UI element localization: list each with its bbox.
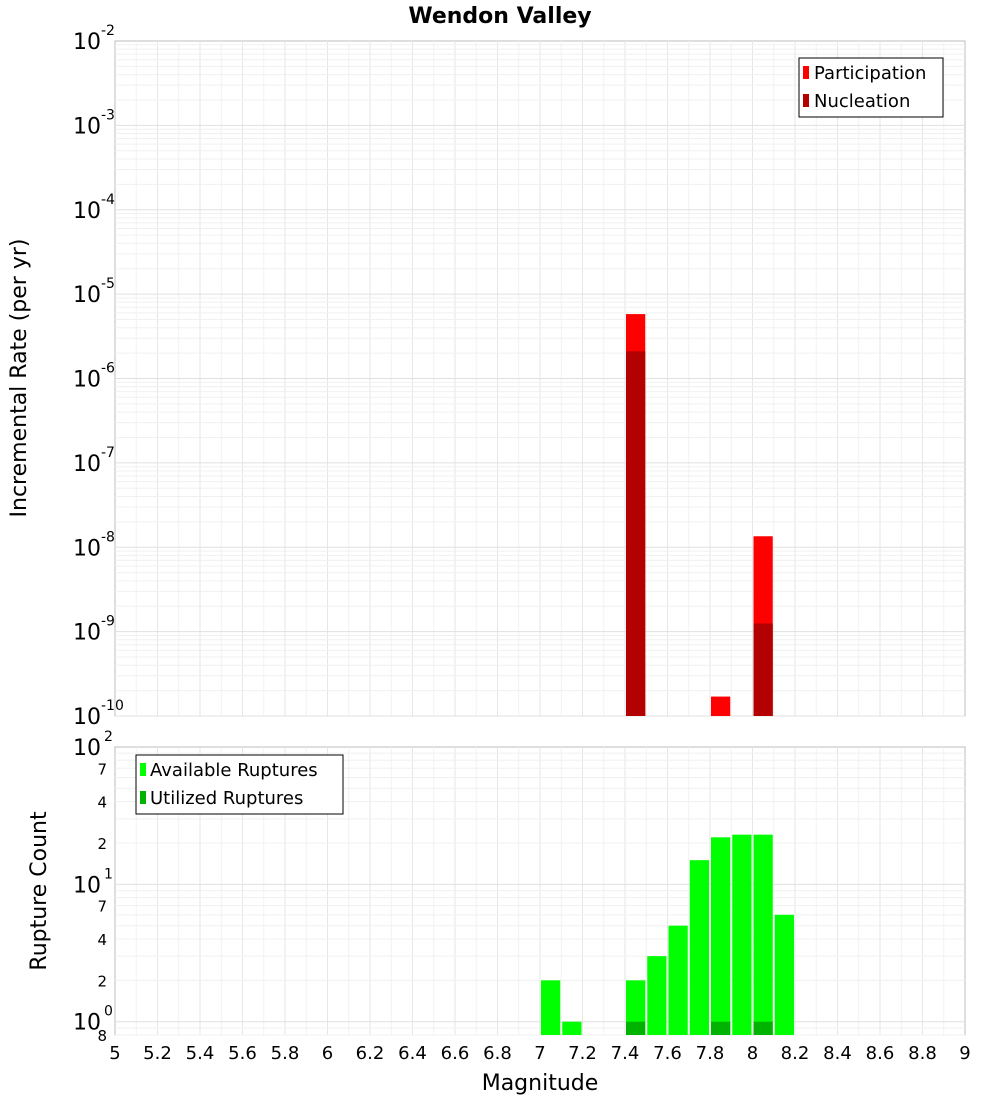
count-bar-available-ruptures [774,914,794,1035]
x-tick-label: 7.4 [611,1043,640,1064]
x-tick-label: 8.2 [781,1043,810,1064]
x-tick-label: 5.6 [228,1043,257,1064]
count-y-minor-tick: 4 [97,931,107,949]
x-tick-label: 7.2 [568,1043,597,1064]
count-bars [541,834,794,1035]
x-tick-label: 9 [959,1043,970,1064]
rate-y-axis-label: Incremental Rate (per yr) [7,239,32,518]
rate-y-tick-exponent: -8 [101,529,115,545]
count-y-axis-label: Rupture Count [27,811,52,971]
legend-label-nucleation: Nucleation [814,91,910,112]
x-tick-label: 5.2 [143,1043,172,1064]
rate-y-tick-exponent: -10 [101,698,124,714]
x-tick-label: 7.8 [696,1043,725,1064]
count-bar-available-ruptures [711,837,731,1035]
count-bar-available-ruptures [562,1021,582,1035]
count-bar-available-ruptures [647,956,667,1035]
rate-y-tick-exponent: -7 [101,445,115,461]
rate-y-tick-mantissa: 10 [73,452,101,477]
x-tick-label: 7.6 [653,1043,682,1064]
legend-label-available: Available Ruptures [150,760,318,781]
rate-gridlines [115,41,965,717]
x-tick-label: 8.6 [866,1043,895,1064]
rate-y-tick-mantissa: 10 [73,30,101,55]
x-tick-label: 6.6 [441,1043,470,1064]
count-bar-available-ruptures [689,860,709,1035]
count-bar-available-ruptures [732,834,752,1035]
x-axis-label: Magnitude [482,1071,599,1096]
count-y-minor-tick: 2 [97,835,107,853]
rate-y-tick-mantissa: 10 [73,621,101,646]
count-bar-available-ruptures [668,925,688,1035]
legend-swatch-utilized [140,791,146,804]
legend-label-participation: Participation [814,63,926,84]
count-y-tick-exponent: 0 [104,1004,113,1020]
legend-label-utilized: Utilized Ruptures [150,788,303,809]
rate-y-tick-mantissa: 10 [73,199,101,224]
x-tick-label: 6.8 [483,1043,512,1064]
rate-y-tick-mantissa: 10 [73,536,101,561]
rate-y-tick-mantissa: 10 [73,114,101,139]
legend-swatch-participation [803,66,809,79]
rate-bar-nucleation [626,351,646,716]
legend-swatch-nucleation [803,94,809,107]
magnitude-x-ticks: 5 5.2 5.4 5.6 5.8 6 6.2 6.4 6.6 6.8 7 7.2 7.4 7.6 7.8 8… [109,1043,970,1064]
rate-y-tick-exponent: -6 [101,361,115,377]
count-bar-utilized-ruptures [711,1021,731,1035]
chart-title: Wendon Valley [408,4,591,29]
x-tick-label: 8 [747,1043,758,1064]
rate-bars [626,314,773,716]
count-y-tick-mantissa: 10 [73,873,101,898]
rate-y-tick-exponent: -4 [101,192,115,208]
count-y-tick-exponent: 2 [104,729,113,745]
x-tick-label: 7 [534,1043,545,1064]
rate-y-tick-exponent: -5 [101,276,115,292]
x-tick-label: 5.8 [271,1043,300,1064]
x-tick-label: 6 [322,1043,333,1064]
count-bar-available-ruptures [626,980,646,1035]
count-y-minor-tick: 7 [97,760,107,778]
count-y-tick-mantissa: 10 [73,1011,101,1036]
count-bar-available-ruptures [753,834,773,1035]
rate-bar-participation [711,696,731,716]
rate-legend: Participation Nucleation [798,57,944,118]
count-bar-available-ruptures [541,980,561,1035]
count-legend-box [135,754,344,815]
rate-legend-box [798,57,944,118]
x-tick-label: 5.4 [186,1043,215,1064]
x-tick-label: 8.8 [908,1043,937,1064]
rate-y-tick-mantissa: 10 [73,283,101,308]
x-tick-label: 8.4 [823,1043,852,1064]
rate-y-tick-mantissa: 10 [73,705,101,730]
rate-bar-nucleation [753,623,773,716]
count-y-minor-tick: 8 [97,1027,107,1045]
count-y-minor-tick: 4 [97,794,107,812]
count-y-minor-tick: 2 [97,972,107,990]
x-tick-label: 6.4 [398,1043,427,1064]
count-y-tick-exponent: 1 [104,866,113,882]
rate-y-tick-mantissa: 10 [73,368,101,393]
rate-y-tick-exponent: -2 [101,23,115,39]
count-bar-utilized-ruptures [626,1021,646,1035]
rate-y-tick-exponent: -9 [101,614,115,630]
x-tick-label: 5 [109,1043,120,1064]
legend-swatch-available [140,763,146,776]
count-bar-utilized-ruptures [753,1021,773,1035]
rate-y-tick-exponent: -3 [101,107,115,123]
x-tick-label: 6.2 [356,1043,385,1064]
count-y-minor-tick: 7 [97,898,107,916]
count-y-tick-mantissa: 10 [73,736,101,761]
count-legend: Available Ruptures Utilized Ruptures [135,754,344,815]
